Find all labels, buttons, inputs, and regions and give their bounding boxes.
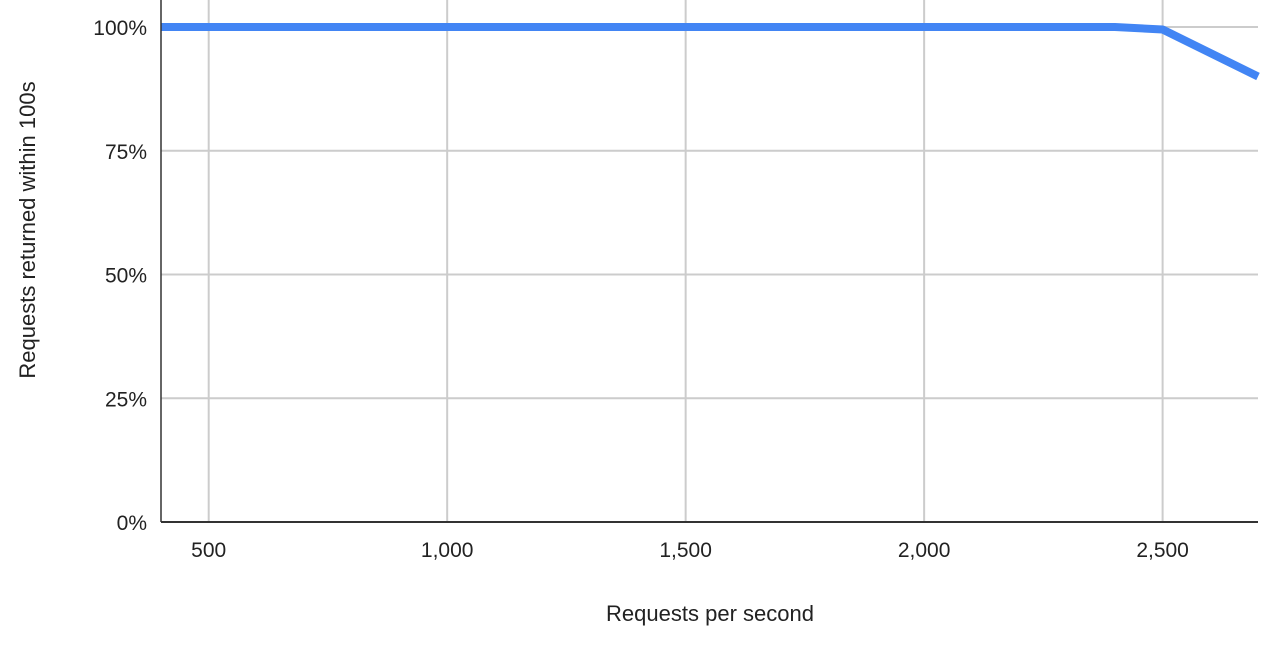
x-axis-label: Requests per second [606,601,814,626]
gridlines [161,0,1258,522]
y-tick-label: 0% [117,512,147,535]
x-tick-label: 2,000 [898,539,951,562]
x-tick-label: 500 [191,539,226,562]
y-tick-label: 75% [105,141,147,164]
x-tick-label: 1,000 [421,539,474,562]
x-tick-label: 1,500 [659,539,712,562]
series-layer [161,23,1260,81]
y-tick-label: 50% [105,265,147,288]
y-tick-label: 100% [93,17,147,40]
y-axis-label: Requests returned within 100s [15,81,40,378]
tick-labels: 500 1,000 1,500 2,000 2,500 0% 25% 50% 75% 100% [93,17,1189,562]
x-tick-label: 2,500 [1136,539,1189,562]
axes [160,0,1258,523]
series-line [161,23,1260,81]
y-tick-label: 25% [105,388,147,411]
